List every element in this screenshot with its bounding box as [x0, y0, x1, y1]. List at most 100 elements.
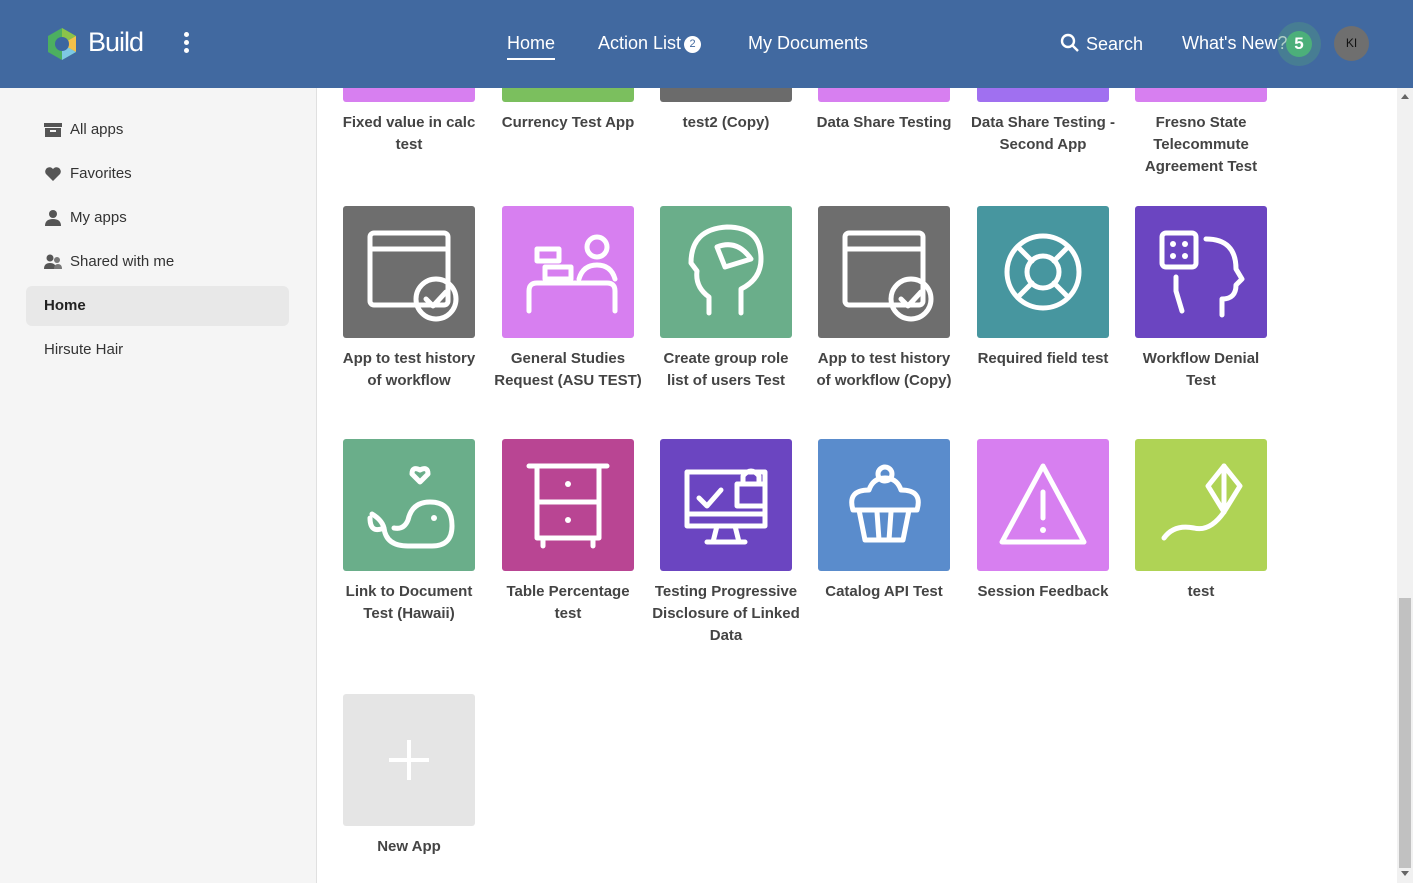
- app-name: App to test history of workflow: [342, 350, 476, 389]
- app-name: Required field test: [977, 350, 1109, 367]
- app-tile[interactable]: Link to Document Test (Hawaii): [330, 439, 488, 625]
- app-tile[interactable]: Fresno State Telecommute Agreement Test: [1122, 88, 1280, 178]
- app-icon-tile[interactable]: [1135, 439, 1267, 571]
- app-icon-tile[interactable]: [818, 88, 950, 102]
- plus-icon: [389, 740, 429, 780]
- app-name: Testing Progressive Disclosure of Linked…: [652, 583, 800, 644]
- app-name: Catalog API Test: [825, 583, 943, 600]
- app-icon-tile[interactable]: [818, 206, 950, 338]
- heart-icon: [45, 167, 61, 181]
- sidebar-item-label: My apps: [70, 209, 127, 226]
- app-icon-tile[interactable]: [343, 694, 475, 826]
- build-logo-icon: [48, 28, 76, 60]
- brand-name[interactable]: Build: [88, 27, 144, 57]
- app-name: Table Percentage test: [506, 583, 630, 622]
- nav-home[interactable]: Home: [507, 33, 556, 60]
- sidebar-item-all-apps[interactable]: All apps: [26, 110, 289, 150]
- app-icon-tile[interactable]: [343, 206, 475, 338]
- people-icon: [44, 254, 62, 269]
- scrollbar[interactable]: [1397, 88, 1413, 883]
- kite-icon: [1161, 463, 1243, 541]
- app-icon-tile[interactable]: [977, 206, 1109, 338]
- sidebar-item-home[interactable]: Home: [26, 286, 289, 326]
- app-icon-tile[interactable]: [818, 439, 950, 571]
- sidebar: All apps Favorites My apps Shared with m…: [0, 88, 317, 883]
- app-name: Data Share Testing: [816, 114, 952, 131]
- app-name: test2 (Copy): [682, 114, 770, 131]
- app-icon-tile[interactable]: [343, 439, 475, 571]
- cupcake-icon: [849, 464, 921, 543]
- app-icon-tile[interactable]: [977, 88, 1109, 102]
- app-grid: Fixed value in calc test Currency Test Ap…: [317, 88, 1397, 883]
- app-tile[interactable]: App to test history of workflow (Copy): [805, 206, 963, 392]
- whats-new-button[interactable]: What's New?: [1182, 33, 1288, 53]
- sidebar-item-label: Shared with me: [70, 253, 175, 270]
- app-name: Session Feedback: [977, 583, 1109, 600]
- app-tile[interactable]: test2 (Copy): [647, 88, 805, 134]
- app-icon-tile[interactable]: [1135, 88, 1267, 102]
- more-menu-icon[interactable]: [180, 30, 192, 58]
- app-tile[interactable]: test: [1122, 439, 1280, 603]
- app-icon-tile[interactable]: [343, 88, 475, 102]
- app-name: App to test history of workflow (Copy): [816, 350, 952, 389]
- sidebar-item-label: All apps: [70, 121, 124, 138]
- app-icon-tile[interactable]: [977, 439, 1109, 571]
- search-button[interactable]: Search: [1060, 33, 1143, 55]
- sidebar-item-favorites[interactable]: Favorites: [26, 154, 289, 194]
- nav-action-list-label: Action List: [598, 33, 682, 53]
- app-icon-tile[interactable]: [660, 439, 792, 571]
- app-name: Currency Test App: [501, 114, 635, 131]
- whats-new-count: 5: [1286, 31, 1312, 57]
- app-tile[interactable]: Testing Progressive Disclosure of Linked…: [647, 439, 805, 647]
- lifebuoy-icon: [1004, 233, 1082, 311]
- app-tile[interactable]: Data Share Testing - Second App: [964, 88, 1122, 156]
- app-tile[interactable]: General Studies Request (ASU TEST): [489, 206, 647, 392]
- avatar[interactable]: KI: [1334, 26, 1369, 61]
- app-tile[interactable]: App to test history of workflow: [330, 206, 488, 392]
- app-icon-tile[interactable]: [1135, 206, 1267, 338]
- action-count-badge: 2: [684, 36, 702, 53]
- app-tile[interactable]: Catalog API Test: [805, 439, 963, 603]
- app-tile[interactable]: Fixed value in calc test: [330, 88, 488, 156]
- calendar-check-icon: [842, 230, 934, 322]
- archive-icon: [44, 123, 62, 137]
- app-tile[interactable]: Session Feedback: [964, 439, 1122, 603]
- scroll-down-icon[interactable]: [1401, 871, 1409, 876]
- app-name: New App: [377, 838, 441, 855]
- sidebar-item-label: Favorites: [70, 165, 132, 182]
- app-icon-tile[interactable]: [660, 88, 792, 102]
- search-icon: [1060, 33, 1079, 52]
- app-name: Link to Document Test (Hawaii): [345, 583, 473, 622]
- monitor-lock-icon: [684, 468, 768, 545]
- app-icon-tile[interactable]: [660, 206, 792, 338]
- cabinet-icon: [526, 463, 610, 549]
- app-tile[interactable]: New App: [330, 694, 488, 858]
- cashier-icon: [526, 234, 618, 314]
- app-name: test: [1187, 583, 1215, 600]
- nav-my-documents[interactable]: My Documents: [748, 33, 869, 53]
- search-label: Search: [1086, 34, 1144, 54]
- sidebar-item-my-apps[interactable]: My apps: [26, 198, 289, 238]
- sidebar-item-hirsute-hair[interactable]: Hirsute Hair: [44, 341, 124, 358]
- warning-icon: [999, 463, 1087, 545]
- app-tile[interactable]: Currency Test App: [489, 88, 647, 134]
- top-bar: Build Home Action List 2 My Documents Sea…: [0, 0, 1413, 88]
- nav-action-list[interactable]: Action List 2: [598, 33, 702, 54]
- calendar-check-icon: [367, 230, 459, 322]
- app-tile[interactable]: Table Percentage test: [489, 439, 647, 625]
- app-tile[interactable]: Workflow Denial Test: [1122, 206, 1280, 392]
- app-tile[interactable]: Data Share Testing: [805, 88, 963, 134]
- app-icon-tile[interactable]: [502, 206, 634, 338]
- sidebar-item-shared-with-me[interactable]: Shared with me: [26, 242, 289, 282]
- whale-icon: [367, 466, 455, 549]
- app-tile[interactable]: Create group role list of users Test: [647, 206, 805, 392]
- app-tile[interactable]: Required field test: [964, 206, 1122, 370]
- whats-new-badge[interactable]: 5: [1277, 22, 1321, 66]
- scrollbar-thumb[interactable]: [1399, 598, 1411, 868]
- scroll-up-icon[interactable]: [1401, 94, 1409, 99]
- app-name: Data Share Testing - Second App: [971, 114, 1115, 153]
- app-icon-tile[interactable]: [502, 439, 634, 571]
- app-name: Fixed value in calc test: [342, 114, 476, 153]
- app-icon-tile[interactable]: [502, 88, 634, 102]
- person-icon: [45, 210, 61, 226]
